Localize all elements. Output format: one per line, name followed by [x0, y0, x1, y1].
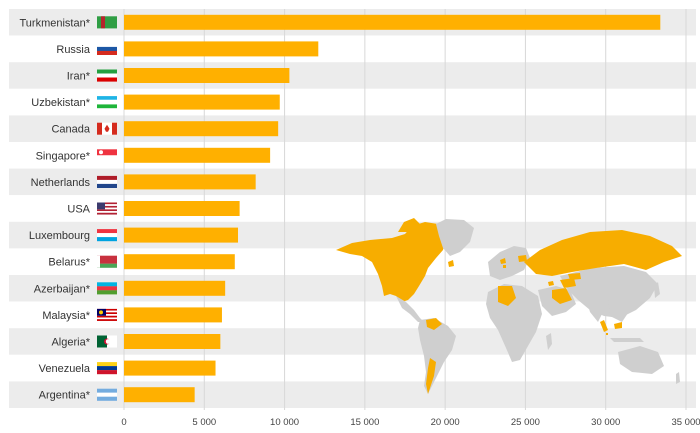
netherlands-flag-icon	[97, 175, 117, 188]
map-turkmenistan	[560, 278, 576, 288]
belarus-flag-icon	[97, 255, 117, 268]
map-north-america	[336, 222, 446, 302]
x-tick-label: 0	[121, 417, 126, 428]
map-india	[586, 296, 606, 322]
map-iran	[552, 288, 572, 304]
map-asia	[560, 266, 658, 318]
category-label: Malaysia*	[42, 310, 90, 322]
x-tick-label: 5 000	[192, 417, 216, 428]
map-uzbekistan	[568, 273, 581, 280]
russia-flag-icon	[97, 42, 117, 55]
map-southeast-asia	[608, 298, 630, 322]
map-azerbaijan	[548, 281, 554, 286]
bar	[124, 334, 221, 349]
map-netherlands	[500, 258, 506, 264]
map-africa	[486, 284, 542, 362]
uzbekistan-flag-icon	[97, 96, 117, 109]
map-japan	[654, 282, 660, 298]
argentina-flag-icon	[97, 388, 117, 401]
turkmenistan-flag-icon	[97, 16, 117, 29]
map-russia	[524, 230, 682, 276]
category-labels: Turkmenistan* Russia Iran* Uzbekistan* Canad…	[19, 17, 90, 401]
x-tick-label: 15 000	[350, 417, 379, 428]
luxembourg-flag-icon	[97, 229, 117, 242]
bar	[124, 147, 271, 163]
x-tick-label: 30 000	[591, 417, 620, 428]
bar	[124, 227, 239, 243]
bar	[124, 14, 661, 30]
category-label: Russia	[56, 44, 91, 56]
map-greenland	[436, 219, 474, 256]
category-label: Canada	[51, 124, 90, 136]
map-algeria	[498, 286, 516, 306]
map-australia	[618, 346, 664, 374]
bar	[124, 307, 222, 323]
category-label: Azerbaijan*	[34, 283, 91, 295]
map-newfoundland	[448, 260, 454, 267]
usa-flag-icon	[97, 202, 117, 215]
bar	[124, 68, 290, 83]
map-indonesia	[610, 338, 644, 342]
map-central-america	[396, 296, 424, 322]
map-malaysia	[600, 320, 608, 332]
x-axis-ticks: 0 5 000 10 000 15 000 20 000 25 000 30 000 35 0…	[121, 417, 700, 428]
venezuela-flag-icon	[97, 362, 117, 375]
bar	[124, 280, 226, 296]
country-flags	[97, 16, 117, 401]
bar	[124, 254, 235, 270]
map-malaysia-east	[614, 322, 622, 329]
singapore-flag-icon	[97, 149, 117, 162]
category-label: Belarus*	[48, 257, 90, 269]
malaysia-flag-icon	[97, 308, 117, 321]
bar	[124, 387, 195, 403]
bar	[124, 174, 256, 190]
map-madagascar	[546, 333, 552, 350]
x-tick-label: 35 000	[671, 417, 700, 428]
map-europe	[488, 246, 530, 280]
x-tick-label: 20 000	[431, 417, 460, 428]
iran-flag-icon	[97, 69, 117, 82]
category-label: Uzbekistan*	[31, 97, 90, 109]
bar	[124, 201, 240, 216]
bars	[124, 14, 661, 403]
category-label: Turkmenistan*	[19, 17, 90, 29]
x-tick-label: 25 000	[511, 417, 540, 428]
x-tick-label: 10 000	[270, 417, 299, 428]
azerbaijan-flag-icon	[97, 282, 117, 295]
algeria-flag-icon	[97, 335, 117, 348]
bar	[124, 41, 319, 57]
bar	[124, 121, 279, 137]
map-singapore	[606, 333, 608, 335]
map-luxembourg	[503, 265, 506, 268]
canada-flag-icon	[97, 122, 117, 135]
category-label: Venezuela	[39, 363, 91, 375]
map-belarus	[518, 255, 527, 262]
map-arctic-islands	[398, 218, 420, 232]
category-label: Iran*	[67, 71, 91, 83]
category-label: Argentina*	[39, 390, 91, 402]
map-venezuela	[426, 318, 442, 330]
bar	[124, 360, 216, 376]
category-label: Netherlands	[31, 177, 91, 189]
category-label: USA	[67, 204, 90, 216]
map-new-zealand	[676, 372, 680, 384]
bar	[124, 94, 280, 110]
category-label: Algeria*	[51, 337, 90, 349]
world-map-inset	[336, 218, 682, 394]
category-label: Singapore*	[36, 150, 91, 162]
map-argentina	[426, 358, 436, 394]
category-label: Luxembourg	[29, 230, 90, 242]
